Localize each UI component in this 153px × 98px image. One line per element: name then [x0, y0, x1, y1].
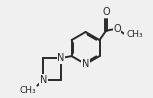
Text: O: O [102, 7, 110, 17]
Text: N: N [40, 75, 47, 85]
Text: N: N [82, 59, 89, 69]
Text: CH₃: CH₃ [127, 30, 143, 39]
Text: CH₃: CH₃ [20, 86, 36, 95]
Text: O: O [113, 24, 121, 34]
Text: N: N [57, 53, 65, 63]
